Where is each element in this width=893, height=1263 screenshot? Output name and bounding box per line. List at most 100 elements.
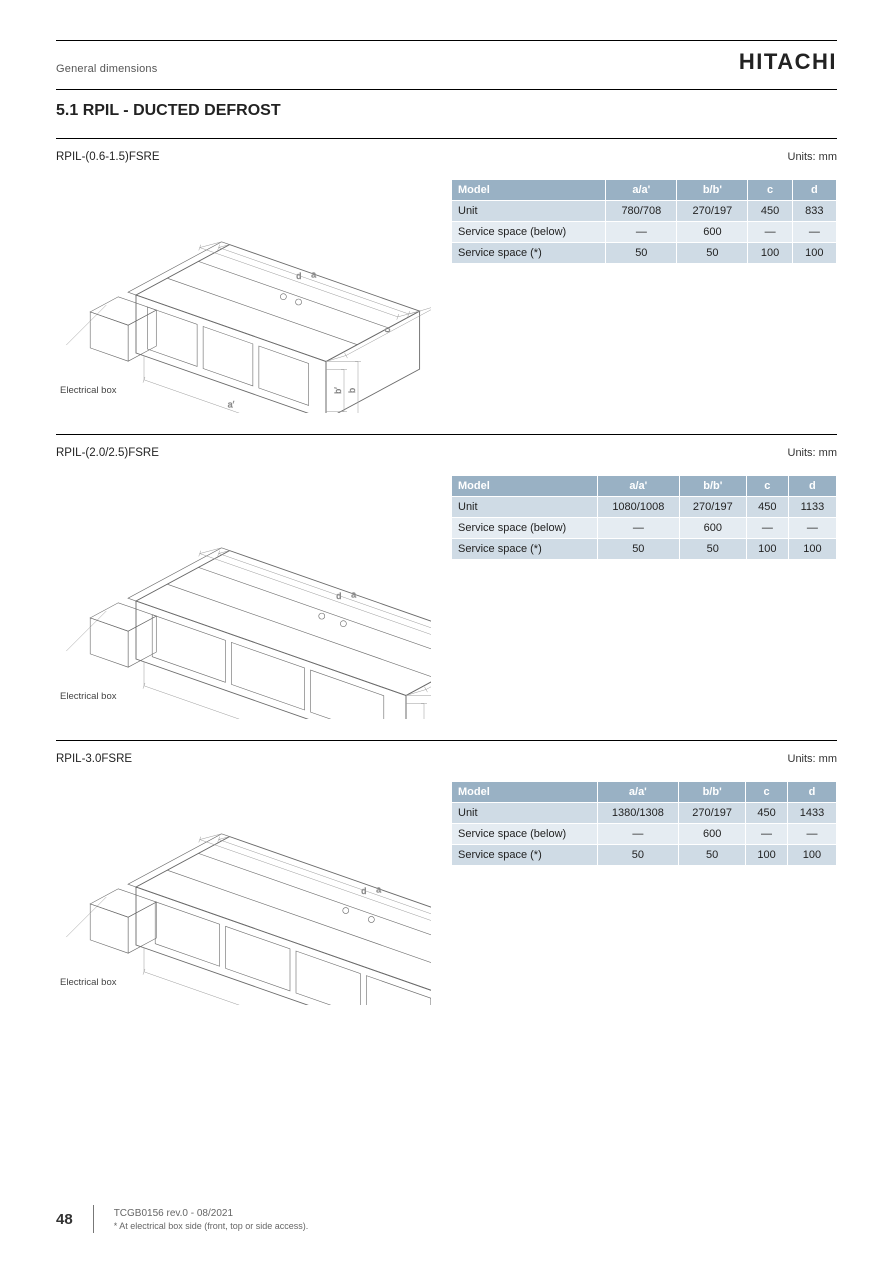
table-header: a/a': [597, 476, 679, 497]
units-label: Units: mm: [788, 753, 838, 765]
dimensions-table: Modela/a'b/b'cd Unit 780/708 270/197 450…: [451, 179, 837, 264]
brand-logo: HITACHI: [739, 49, 837, 75]
cell: 270/197: [679, 803, 746, 824]
ebox-label: Electrical box: [60, 691, 117, 702]
dimension-diagram: daa′cbb′ Electrical box: [56, 173, 431, 418]
page-number: 48: [56, 1211, 73, 1228]
table-header: d: [787, 782, 836, 803]
row-label: Service space (*): [452, 539, 598, 560]
cell: 600: [679, 824, 746, 845]
cell: —: [597, 518, 679, 539]
cell: 600: [677, 222, 748, 243]
model-block: RPIL-3.0FSRE Units: mm daa′cbb′ Electrica…: [56, 740, 837, 1026]
doc-code: TCGB0156 rev.0 - 08/2021: [114, 1208, 309, 1219]
table-row: Service space (below) — 600 — —: [452, 518, 837, 539]
cell: —: [606, 222, 677, 243]
cell: —: [787, 824, 836, 845]
cell: 833: [792, 201, 836, 222]
cell: 50: [677, 243, 748, 264]
table-row: Unit 1080/1008 270/197 450 1133: [452, 497, 837, 518]
cell: —: [788, 518, 836, 539]
cell: 100: [746, 539, 788, 560]
footnote: * At electrical box side (front, top or …: [114, 1221, 309, 1231]
dimension-diagram: daa′cbb′ Electrical box: [56, 775, 431, 1010]
table-header: d: [788, 476, 836, 497]
table-header: b/b': [679, 476, 746, 497]
footer: 48 TCGB0156 rev.0 - 08/2021 * At electri…: [56, 1205, 308, 1233]
cell: 1380/1308: [597, 803, 679, 824]
cell: 100: [746, 845, 788, 866]
row-label: Service space (below): [452, 518, 598, 539]
table-row: Service space (*) 50 50 100 100: [452, 243, 837, 264]
svg-text:b′: b′: [333, 387, 343, 394]
header: General dimensions HITACHI: [56, 41, 837, 85]
cell: 50: [606, 243, 677, 264]
cell: 50: [597, 539, 679, 560]
svg-text:a: a: [376, 884, 381, 894]
cell: —: [746, 824, 788, 845]
row-label: Service space (*): [452, 243, 606, 264]
table-header: c: [746, 476, 788, 497]
cell: 450: [746, 803, 788, 824]
svg-text:a′: a′: [228, 399, 235, 409]
model-block: RPIL-(2.0/2.5)FSRE Units: mm daa′cbb′ Ele…: [56, 434, 837, 740]
cell: 50: [679, 539, 746, 560]
cell: —: [792, 222, 836, 243]
units-label: Units: mm: [788, 447, 838, 459]
table-header: b/b': [677, 180, 748, 201]
model-code: RPIL-(0.6-1.5)FSRE: [56, 151, 160, 163]
cell: 100: [787, 845, 836, 866]
cell: 100: [748, 243, 792, 264]
cell: 1433: [787, 803, 836, 824]
cell: 1080/1008: [597, 497, 679, 518]
table-header: a/a': [606, 180, 677, 201]
cell: 100: [792, 243, 836, 264]
ebox-label: Electrical box: [60, 385, 117, 396]
row-label: Unit: [452, 803, 598, 824]
cell: 50: [679, 845, 746, 866]
cell: —: [748, 222, 792, 243]
svg-text:a: a: [311, 270, 316, 280]
row-label: Unit: [452, 201, 606, 222]
table-row: Unit 1380/1308 270/197 450 1433: [452, 803, 837, 824]
model-code: RPIL-(2.0/2.5)FSRE: [56, 447, 159, 459]
cell: 270/197: [677, 201, 748, 222]
svg-text:b: b: [347, 388, 357, 393]
dimensions-table: Modela/a'b/b'cd Unit 1080/1008 270/197 4…: [451, 475, 837, 560]
cell: 1133: [788, 497, 836, 518]
cell: —: [746, 518, 788, 539]
dimensions-table: Modela/a'b/b'cd Unit 1380/1308 270/197 4…: [451, 781, 837, 866]
table-header: b/b': [679, 782, 746, 803]
table-row: Service space (*) 50 50 100 100: [452, 539, 837, 560]
table-row: Service space (below) — 600 — —: [452, 824, 837, 845]
table-header: Model: [452, 782, 598, 803]
cell: 50: [597, 845, 679, 866]
svg-text:c: c: [382, 328, 392, 333]
page-title: General dimensions: [56, 63, 157, 75]
row-label: Service space (*): [452, 845, 598, 866]
table-row: Service space (*) 50 50 100 100: [452, 845, 837, 866]
cell: —: [597, 824, 679, 845]
section-heading: 5.1 RPIL - DUCTED DEFROST: [56, 102, 837, 120]
cell: 270/197: [679, 497, 746, 518]
svg-text:a: a: [351, 590, 356, 600]
units-label: Units: mm: [788, 151, 838, 163]
table-header: a/a': [597, 782, 679, 803]
cell: 450: [748, 201, 792, 222]
model-code: RPIL-3.0FSRE: [56, 753, 132, 765]
row-label: Service space (below): [452, 222, 606, 243]
table-row: Service space (below) — 600 — —: [452, 222, 837, 243]
footer-divider: [93, 1205, 94, 1233]
dimension-diagram: daa′cbb′ Electrical box: [56, 469, 431, 724]
table-header: c: [748, 180, 792, 201]
cell: 100: [788, 539, 836, 560]
table-row: Unit 780/708 270/197 450 833: [452, 201, 837, 222]
table-header: Model: [452, 476, 598, 497]
ebox-label: Electrical box: [60, 977, 117, 988]
row-label: Unit: [452, 497, 598, 518]
row-label: Service space (below): [452, 824, 598, 845]
model-block: RPIL-(0.6-1.5)FSRE Units: mm d a a′ c b b′ Ele…: [56, 138, 837, 434]
table-header: Model: [452, 180, 606, 201]
table-header: d: [792, 180, 836, 201]
cell: 450: [746, 497, 788, 518]
